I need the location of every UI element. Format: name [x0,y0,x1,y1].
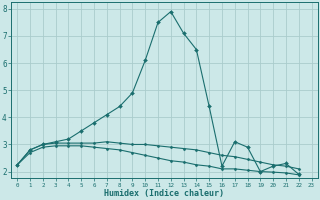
X-axis label: Humidex (Indice chaleur): Humidex (Indice chaleur) [104,189,224,198]
